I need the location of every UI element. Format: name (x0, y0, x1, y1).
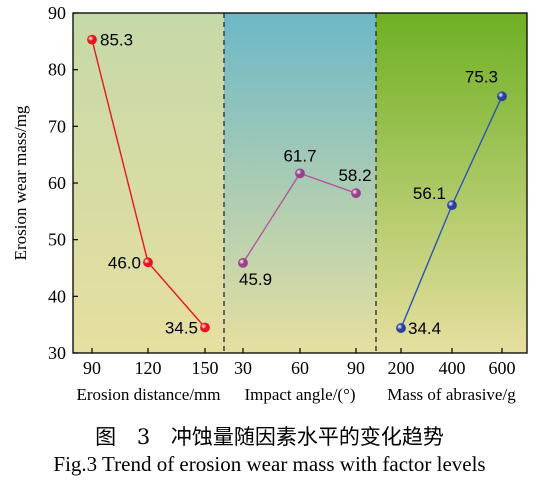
y-tick-label: 90 (48, 3, 66, 23)
y-tick-label: 60 (48, 173, 66, 193)
series: 85.3 46.0 34.5 45.9 61.7 58.2 34.4 56.1 75.3 (87, 31, 507, 338)
data-point (295, 168, 305, 179)
data-point (497, 91, 507, 102)
data-point (200, 322, 210, 333)
panel-backgrounds (73, 13, 527, 353)
figure-caption-english: Fig.3 Trend of erosion wear mass with fa… (53, 452, 486, 476)
data-label: 56.1 (413, 184, 446, 203)
data-label: 85.3 (100, 31, 133, 50)
x-tick-label: 90 (83, 358, 101, 378)
y-tick-label: 40 (48, 286, 66, 306)
x-tick-label: 90 (347, 358, 365, 378)
x-tick-label: 30 (234, 358, 252, 378)
x-tick-label: 600 (489, 358, 516, 378)
figure-caption-chinese: 图 3 冲蚀量随因素水平的变化趋势 (95, 425, 444, 449)
y-axis: 30 40 50 60 70 80 90 (48, 3, 78, 363)
y-tick-label: 80 (48, 60, 66, 80)
x-axis-label: Impact angle/(°) (244, 385, 355, 404)
x-axis-label: Erosion distance/mm (76, 385, 220, 404)
data-label: 58.2 (338, 166, 371, 185)
data-point (87, 34, 97, 45)
x-axis-label: Mass of abrasive/g (387, 385, 516, 404)
data-label: 75.3 (465, 67, 498, 86)
x-tick-label: 150 (192, 358, 219, 378)
data-point (396, 323, 406, 333)
y-axis-label: Erosion wear mass/mg (11, 105, 30, 260)
chart: 30 40 50 60 70 80 90 90 120 150 Erosion distance/… (11, 3, 528, 404)
data-label: 34.5 (165, 319, 198, 338)
y-tick-label: 70 (48, 116, 66, 136)
data-point (351, 188, 361, 199)
x-axes: 90 120 150 Erosion distance/mm 30 60 90 Impact … (76, 348, 516, 404)
x-tick-label: 120 (135, 358, 162, 378)
data-point (447, 200, 457, 211)
data-label: 45.9 (239, 270, 272, 289)
panel-background (73, 13, 224, 353)
panel-background (376, 13, 527, 353)
data-label: 46.0 (108, 253, 141, 272)
data-label: 61.7 (283, 146, 316, 165)
x-tick-label: 60 (291, 358, 309, 378)
data-label: 34.4 (408, 319, 441, 338)
data-point (238, 257, 248, 268)
y-tick-label: 30 (48, 343, 66, 363)
x-tick-label: 400 (439, 358, 466, 378)
x-tick-label: 200 (388, 358, 415, 378)
panel-background (224, 13, 376, 353)
data-point (143, 257, 153, 268)
y-tick-label: 50 (48, 230, 66, 250)
panel-dividers (223, 13, 377, 353)
